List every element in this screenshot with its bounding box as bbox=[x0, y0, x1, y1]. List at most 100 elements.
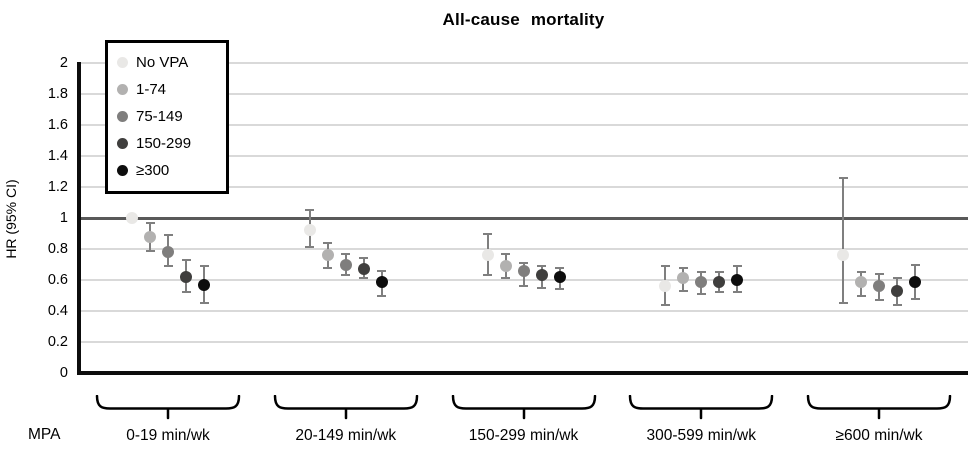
y-tick-label: 0 bbox=[59, 365, 68, 381]
error-bar-cap bbox=[483, 274, 492, 277]
error-bar-cap bbox=[519, 261, 528, 264]
data-point bbox=[303, 224, 316, 237]
error-bar-cap bbox=[181, 258, 191, 261]
legend-label: 1-74 bbox=[136, 81, 167, 98]
error-bar-cap bbox=[838, 176, 848, 179]
data-point bbox=[873, 280, 885, 293]
y-axis-line bbox=[77, 62, 81, 375]
y-tick-label: 1 bbox=[59, 210, 68, 226]
error-bar-cap bbox=[199, 265, 209, 268]
x-axis-title: MPA bbox=[28, 426, 61, 443]
group-label: ≥600 min/wk bbox=[835, 427, 923, 444]
legend: No VPA 1-74 75-149 150-299 ≥300 bbox=[105, 40, 229, 194]
error-bar-cap bbox=[537, 265, 546, 268]
group-label: 0-19 min/wk bbox=[126, 427, 210, 444]
legend-item: 150-299 bbox=[117, 130, 217, 157]
error-bar-cap bbox=[714, 271, 724, 274]
y-tick-label: 1.6 bbox=[47, 117, 68, 133]
error-bar-cap bbox=[537, 286, 546, 289]
error-bar-cap bbox=[660, 303, 670, 306]
group-brace bbox=[273, 394, 419, 421]
legend-marker-icon bbox=[117, 165, 128, 176]
group-label: 150-299 min/wk bbox=[468, 427, 579, 444]
chart-title: All-cause mortality bbox=[442, 10, 605, 29]
error-bar-cap bbox=[341, 274, 351, 277]
error-bar-cap bbox=[145, 221, 155, 224]
gridline bbox=[80, 341, 968, 343]
error-bar-cap bbox=[555, 288, 564, 291]
x-axis-line bbox=[77, 371, 968, 375]
data-point bbox=[126, 212, 138, 224]
error-bar-cap bbox=[163, 234, 173, 237]
error-bar-cap bbox=[359, 277, 369, 280]
legend-item: No VPA bbox=[117, 49, 217, 76]
gridline bbox=[80, 93, 968, 95]
gridline bbox=[80, 248, 968, 250]
reference-line-hr-1 bbox=[80, 216, 968, 220]
error-bar-cap bbox=[660, 265, 670, 268]
data-point bbox=[731, 274, 744, 286]
gridline bbox=[80, 124, 968, 126]
group-label: 300-599 min/wk bbox=[646, 427, 756, 444]
legend-marker-icon bbox=[117, 57, 128, 68]
error-bar-cap bbox=[892, 277, 902, 280]
legend-label: No VPA bbox=[136, 54, 189, 71]
error-bar-cap bbox=[874, 272, 884, 275]
y-tick-label: 1.2 bbox=[47, 179, 68, 195]
data-point bbox=[357, 263, 370, 276]
error-bar-cap bbox=[519, 285, 528, 288]
legend-marker-icon bbox=[117, 84, 128, 95]
legend-marker-icon bbox=[117, 138, 128, 149]
error-bar-cap bbox=[323, 241, 333, 244]
data-point bbox=[695, 275, 708, 288]
data-point bbox=[677, 272, 690, 285]
error-bar-cap bbox=[856, 271, 866, 274]
error-bar-cap bbox=[145, 249, 155, 252]
error-bar-cap bbox=[377, 294, 387, 297]
group-brace bbox=[95, 394, 241, 421]
error-bar-cap bbox=[483, 232, 492, 235]
y-tick-label: 0.8 bbox=[47, 241, 68, 257]
error-bar-cap bbox=[714, 291, 724, 294]
data-point bbox=[837, 249, 849, 262]
y-tick-label: 0.4 bbox=[47, 303, 68, 319]
error-bar-cap bbox=[678, 266, 688, 269]
data-point bbox=[713, 275, 726, 288]
error-bar-cap bbox=[838, 302, 848, 305]
group-brace bbox=[451, 394, 597, 421]
data-point bbox=[659, 280, 672, 293]
group-label: 20-149 min/wk bbox=[295, 427, 397, 444]
error-bar-cap bbox=[359, 257, 369, 260]
data-point bbox=[198, 278, 210, 291]
error-bar-cap bbox=[163, 265, 173, 268]
error-bar-cap bbox=[323, 266, 333, 269]
gridline bbox=[80, 310, 968, 312]
error-bar-cap bbox=[910, 263, 920, 266]
error-bar-cap bbox=[732, 291, 742, 294]
data-point bbox=[481, 249, 494, 262]
data-point bbox=[891, 284, 903, 297]
data-point bbox=[144, 230, 156, 243]
data-point bbox=[339, 258, 352, 271]
legend-item: 75-149 bbox=[117, 103, 217, 130]
error-bar-cap bbox=[501, 277, 510, 280]
data-point bbox=[517, 264, 530, 277]
error-bar-cap bbox=[874, 299, 884, 302]
gridline bbox=[80, 186, 968, 188]
error-bar-cap bbox=[696, 271, 706, 274]
data-point bbox=[162, 246, 174, 259]
error-bar-cap bbox=[341, 252, 351, 255]
error-bar-cap bbox=[732, 265, 742, 268]
legend-label: 150-299 bbox=[136, 135, 192, 152]
error-bar-cap bbox=[678, 289, 688, 292]
legend-label: ≥300 bbox=[136, 162, 170, 179]
y-tick-label: 0.2 bbox=[47, 334, 68, 350]
error-bar-cap bbox=[305, 246, 315, 249]
legend-item: ≥300 bbox=[117, 157, 217, 184]
error-bar-cap bbox=[199, 302, 209, 305]
legend-label: 75-149 bbox=[136, 108, 183, 125]
data-point bbox=[535, 269, 548, 282]
gridline bbox=[80, 155, 968, 157]
group-brace bbox=[806, 394, 952, 421]
